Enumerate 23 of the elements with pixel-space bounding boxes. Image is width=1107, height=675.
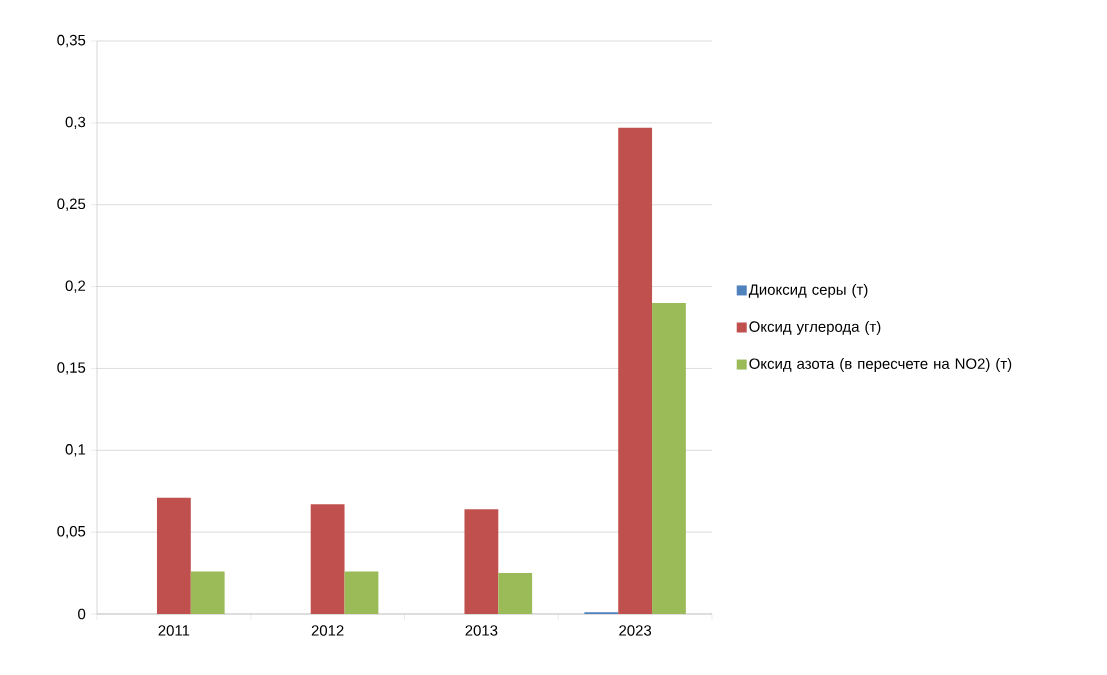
y-tick-label: 0,25 xyxy=(57,198,86,211)
y-tick-label: 0 xyxy=(78,608,86,620)
bar xyxy=(156,497,191,614)
bar xyxy=(310,504,345,614)
y-tick-label: 0,3 xyxy=(65,116,86,130)
y-tick-label: 0,2 xyxy=(65,280,86,293)
y-tick-label: 0,15 xyxy=(57,362,86,375)
y-tick-label: 0,35 xyxy=(57,34,86,48)
y-tick-label: 0,1 xyxy=(65,444,86,457)
legend-label: Оксид углерода (т) xyxy=(749,320,881,335)
bar xyxy=(498,573,533,614)
x-tick-label: 2023 xyxy=(619,625,652,636)
bar xyxy=(618,127,653,614)
legend-label: Диоксид серы (т) xyxy=(748,283,868,298)
legend-label: Оксид азота (в пересчете на NO2) (т) xyxy=(749,358,1012,372)
bar xyxy=(464,509,499,614)
x-tick-label: 2013 xyxy=(465,625,498,636)
bar xyxy=(344,571,379,614)
y-tick-label: 0,05 xyxy=(57,525,86,539)
bar xyxy=(190,571,225,614)
x-tick-label: 2012 xyxy=(311,625,344,636)
bar xyxy=(652,302,686,614)
x-tick-label: 2011 xyxy=(158,625,190,636)
